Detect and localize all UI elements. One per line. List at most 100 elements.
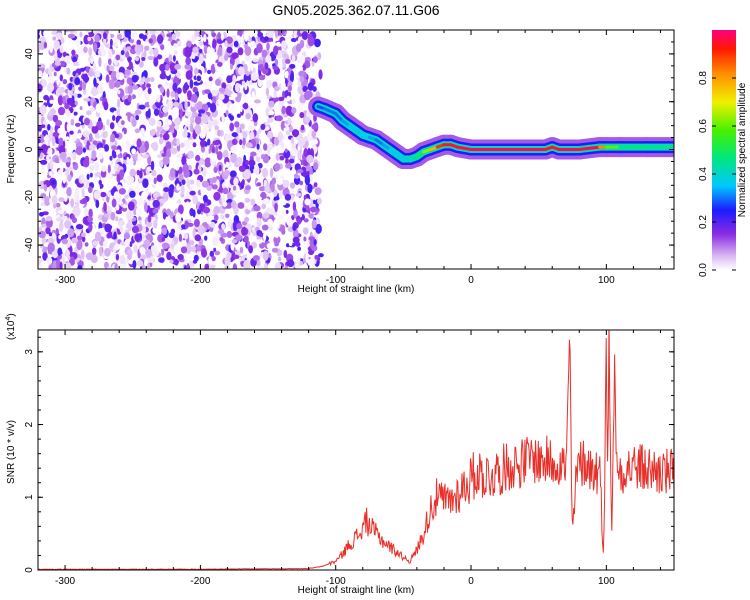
noise-blob [207, 69, 212, 75]
noise-blob [277, 144, 282, 152]
noise-blob [297, 65, 303, 72]
frequency-ridge [308, 96, 674, 170]
noise-blob [184, 46, 190, 57]
noise-blob [209, 102, 217, 113]
noise-blob [293, 132, 298, 138]
noise-blob [124, 239, 130, 247]
noise-blob [304, 116, 311, 124]
noise-blob [239, 123, 245, 130]
noise-blob [152, 199, 160, 208]
noise-blob [99, 44, 105, 53]
noise-blob [256, 43, 263, 54]
noise-blob [246, 142, 252, 148]
noise-blob [257, 32, 264, 38]
noise-blob [235, 234, 243, 241]
noise-blob [55, 259, 61, 269]
noise-blob [181, 155, 187, 166]
noise-blob [80, 173, 85, 183]
noise-blob [117, 220, 125, 227]
noise-blob [102, 240, 108, 247]
noise-blob [272, 65, 279, 71]
noise-blob [262, 167, 268, 178]
noise-blob [190, 246, 197, 252]
noise-blob [175, 30, 181, 38]
noise-blob [177, 30, 183, 33]
noise-blob [212, 96, 217, 105]
noise-blob [172, 55, 176, 62]
noise-blob [52, 36, 57, 41]
noise-blob [187, 150, 194, 159]
noise-blob [274, 30, 279, 39]
noise-blob [297, 137, 305, 148]
noise-blob [211, 153, 216, 162]
noise-blob [221, 223, 226, 230]
noise-blob [201, 248, 207, 258]
noise-blob [266, 42, 270, 51]
noise-blob [106, 266, 114, 269]
noise-blob [166, 33, 172, 38]
noise-blob [212, 38, 217, 49]
noise-blob [230, 93, 238, 98]
noise-blob [258, 186, 266, 192]
noise-blob [232, 254, 240, 260]
noise-blob [181, 179, 186, 186]
noise-blob [47, 242, 55, 253]
noise-blob [156, 174, 163, 182]
noise-blob [248, 37, 252, 43]
noise-blob [57, 127, 63, 134]
noise-blob [157, 34, 164, 45]
noise-blob [144, 45, 150, 51]
noise-blob [241, 226, 247, 236]
noise-blob [175, 212, 182, 223]
noise-blob [225, 161, 230, 167]
noise-blob [40, 261, 47, 269]
noise-blob [100, 191, 107, 198]
noise-blob [312, 178, 318, 183]
noise-blob [318, 253, 324, 258]
noise-blob [93, 190, 101, 200]
noise-blob [103, 144, 110, 152]
noise-blob [241, 179, 245, 186]
noise-blob [97, 147, 105, 153]
noise-blob [264, 184, 270, 193]
noise-blob [60, 37, 65, 44]
noise-blob [274, 262, 282, 269]
noise-blob [52, 131, 60, 138]
noise-blob [226, 75, 233, 83]
noise-blob [133, 244, 138, 253]
noise-blob [236, 223, 243, 230]
noise-blob [38, 125, 42, 132]
noise-blob [47, 124, 51, 131]
noise-blob [250, 64, 254, 71]
noise-blob [236, 126, 241, 134]
noise-blob [315, 223, 322, 234]
noise-blob [213, 166, 218, 173]
noise-blob [199, 130, 206, 139]
noise-blob [57, 106, 66, 116]
snr-y-label: SNR (10 * v/v) [6, 420, 17, 484]
noise-blob [70, 118, 75, 126]
noise-blob [92, 247, 97, 256]
noise-blob [78, 45, 86, 56]
noise-blob [92, 240, 99, 246]
noise-blob [84, 242, 89, 247]
noise-blob [153, 57, 159, 67]
noise-blob [304, 239, 309, 249]
noise-blob [152, 141, 159, 152]
noise-blob [95, 199, 100, 209]
noise-blob [200, 139, 206, 148]
noise-blob [311, 123, 318, 130]
spectrogram-y-tick-label: -20 [24, 190, 35, 205]
noise-blob [237, 36, 244, 43]
noise-blob [141, 191, 147, 201]
noise-blob [122, 61, 130, 68]
noise-blob [62, 79, 68, 85]
snr-panel: -300 -200 -100 0 100 0 1 2 3 Height of straight… [5, 313, 675, 596]
noise-blob [159, 73, 166, 80]
noise-blob [171, 33, 176, 41]
noise-blob [278, 215, 285, 221]
noise-blob [72, 56, 78, 63]
noise-blob [75, 37, 81, 49]
noise-blob [243, 259, 251, 269]
